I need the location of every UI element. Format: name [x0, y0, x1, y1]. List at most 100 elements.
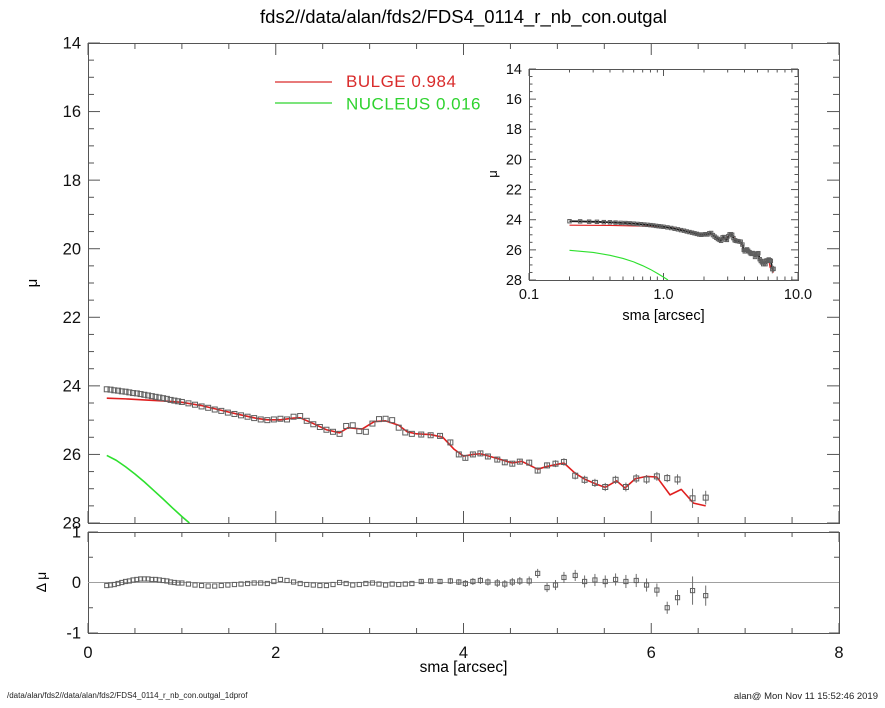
- residuals-marker: [526, 578, 532, 584]
- galaxy-data-marker: [674, 476, 681, 483]
- residuals-marker: [447, 578, 453, 584]
- inset-x-tick-label: 0.1: [519, 287, 539, 303]
- residuals-marker: [297, 580, 303, 587]
- inset-y-tick-label: 18: [506, 122, 522, 138]
- main-y-tick-label: 16: [63, 103, 81, 121]
- main-y-axis-label: μ: [24, 279, 41, 288]
- residuals-marker: [402, 581, 408, 587]
- galaxy-data-marker: [494, 456, 501, 463]
- footer-user-timestamp: alan@ Mon Nov 11 15:52:46 2019: [733, 691, 878, 702]
- galaxy-data-marker: [316, 424, 323, 430]
- legend-bulge-label: BULGE 0.984: [346, 72, 456, 91]
- residuals-marker: [643, 582, 650, 588]
- residuals-marker: [198, 582, 205, 589]
- galaxy-data-marker: [126, 389, 133, 396]
- galaxy-data-marker: [469, 451, 476, 458]
- residuals-marker: [231, 581, 238, 588]
- inset-y-tick-label: 20: [506, 152, 522, 168]
- galaxy-data-marker: [175, 398, 182, 405]
- galaxy-data-marker: [526, 459, 533, 466]
- inset-y-tick-label: 26: [506, 243, 522, 259]
- galaxy-data-marker: [607, 220, 613, 225]
- main-y-tick-label: 22: [63, 309, 81, 327]
- residuals-marker: [396, 581, 402, 588]
- residuals-marker: [654, 587, 660, 593]
- galaxy-data-marker: [178, 398, 185, 405]
- galaxy-data-marker: [103, 386, 110, 393]
- residuals-marker: [689, 587, 696, 594]
- galaxy-data-marker: [694, 231, 700, 237]
- galaxy-data-marker: [534, 467, 541, 474]
- galaxy-data-marker: [160, 395, 167, 402]
- galaxy-data-marker: [664, 475, 671, 482]
- galaxy-data-marker: [122, 388, 129, 395]
- galaxy-data-marker: [133, 390, 140, 397]
- galaxy-data-marker: [623, 220, 628, 226]
- inset-panel: 0.1 1.0 10.0 14 16 18 20 22 24 26 28 μ sma [arcsec]: [485, 62, 812, 324]
- main-y-tick-label: 14: [63, 35, 81, 53]
- residuals-marker: [509, 579, 515, 585]
- galaxy-data-marker: [395, 424, 402, 431]
- residuals-marker: [264, 580, 270, 587]
- residuals-marker: [494, 580, 500, 586]
- residuals-marker: [277, 576, 284, 583]
- galaxy-data-marker: [689, 495, 696, 502]
- galaxy-data-marker: [658, 224, 664, 229]
- residuals-marker: [409, 580, 415, 587]
- main-series: [103, 386, 709, 523]
- residual-y-tick-label: -1: [66, 625, 81, 643]
- residuals-marker: [470, 578, 476, 585]
- galaxy-data-marker: [277, 415, 284, 422]
- galaxy-data-marker: [516, 458, 523, 465]
- residuals-marker: [703, 593, 709, 599]
- galaxy-data-marker: [702, 494, 709, 501]
- galaxy-data-connect-line: [569, 220, 774, 271]
- galaxy-data-marker: [362, 428, 369, 435]
- inset-y-tick-label: 14: [506, 62, 522, 78]
- inset-y-tick-label: 24: [506, 213, 522, 229]
- residuals-marker: [343, 580, 349, 587]
- residuals-marker: [389, 581, 395, 587]
- residuals-marker: [225, 582, 231, 588]
- residuals-marker: [437, 578, 443, 585]
- residuals-marker: [310, 582, 316, 588]
- galaxy-data-marker: [627, 221, 632, 226]
- residuals-marker: [330, 581, 336, 588]
- residuals-marker: [485, 579, 491, 585]
- galaxy-data-marker: [586, 219, 592, 224]
- galaxy-data-marker: [544, 462, 551, 469]
- galaxy-data-marker: [612, 476, 619, 483]
- galaxy-data-marker: [601, 219, 607, 225]
- plot-title: fds2//data/alan/fds2/FDS4_0114_r_nb_con.…: [260, 6, 667, 27]
- residuals-marker: [238, 581, 244, 587]
- residuals-marker: [502, 581, 508, 587]
- residuals-marker: [244, 580, 251, 587]
- residuals-marker: [552, 582, 559, 588]
- inset-y-axis-label: μ: [485, 170, 500, 178]
- residual-y-tick-label: 0: [72, 574, 81, 592]
- galaxy-data-marker: [145, 392, 152, 399]
- residuals-marker: [192, 582, 198, 588]
- residuals-marker: [251, 580, 257, 586]
- main-y-tick-label: 28: [63, 515, 81, 533]
- residuals-marker: [290, 579, 297, 585]
- inset-series: [567, 219, 776, 280]
- galaxy-data-marker: [572, 472, 579, 479]
- residuals-marker: [382, 582, 389, 588]
- galaxy-data-marker: [732, 238, 737, 243]
- galaxy-data-marker: [633, 475, 640, 482]
- galaxy-data-marker: [107, 386, 114, 393]
- galaxy-data-marker: [767, 258, 772, 263]
- galaxy-data-marker: [171, 397, 178, 404]
- residuals-marker: [258, 580, 264, 586]
- galaxy-data-marker: [205, 404, 212, 411]
- galaxy-data-marker: [257, 416, 264, 423]
- galaxy-data-marker: [651, 223, 656, 228]
- bulge-model-line: [106, 397, 706, 507]
- galaxy-data-marker: [594, 219, 600, 225]
- residual-x-tick-label: 6: [647, 644, 656, 662]
- galaxy-data-marker: [591, 479, 598, 486]
- residuals-marker: [456, 579, 462, 585]
